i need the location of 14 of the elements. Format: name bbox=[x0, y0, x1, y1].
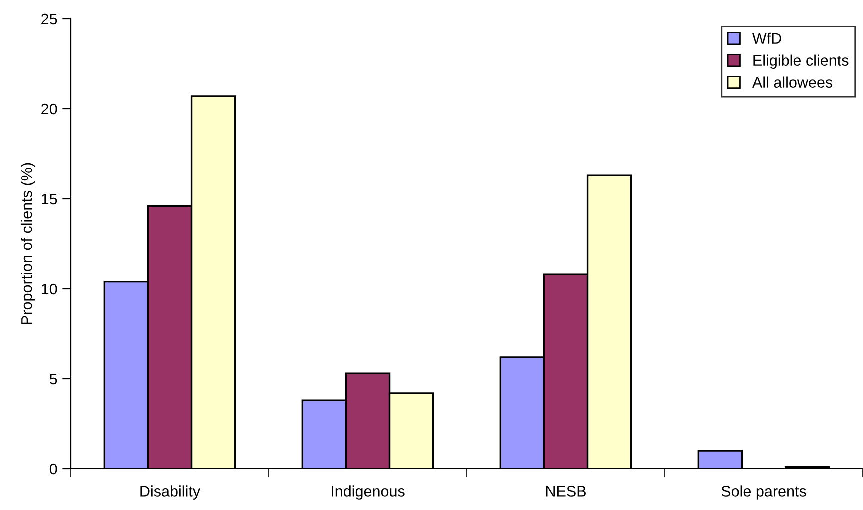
legend-label: Eligible clients bbox=[754, 54, 849, 70]
legend-label: WfD bbox=[752, 32, 782, 44]
x-tick-label: Disability bbox=[140, 486, 201, 500]
legend-label: All allowees bbox=[752, 76, 833, 88]
x-tick-label: Sole parents bbox=[722, 486, 806, 500]
y-tick-label: 25 bbox=[42, 14, 58, 25]
y-tick-label: 10 bbox=[42, 284, 58, 295]
y-tick-label: 15 bbox=[42, 194, 58, 205]
x-tick-label: NESB bbox=[546, 486, 586, 497]
y-tick-label: 20 bbox=[42, 104, 58, 115]
y-tick-label: 5 bbox=[50, 374, 58, 385]
y-axis-title: Proportion of clients (%) bbox=[21, 163, 36, 324]
x-tick-label: Indigenous bbox=[332, 486, 405, 500]
y-tick-label: 0 bbox=[50, 464, 58, 475]
